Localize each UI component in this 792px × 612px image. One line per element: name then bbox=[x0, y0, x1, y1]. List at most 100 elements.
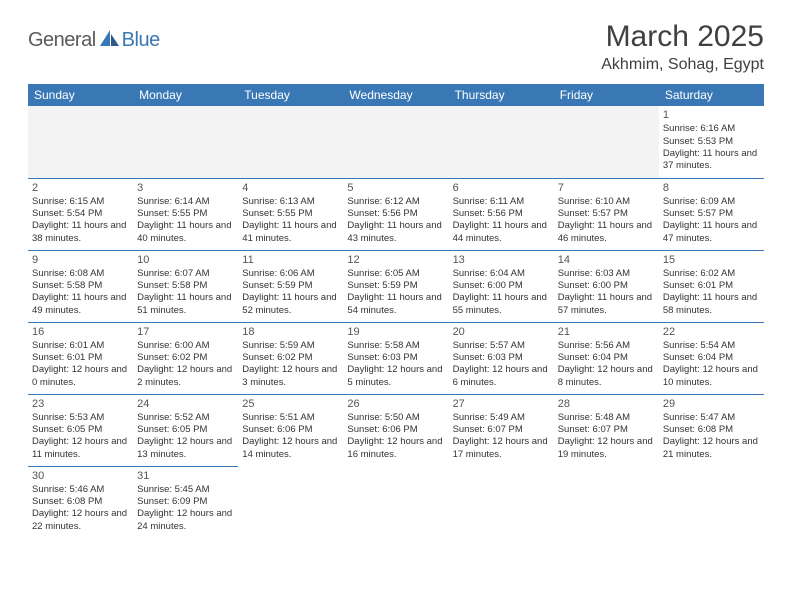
sunset-text: Sunset: 6:01 PM bbox=[663, 280, 760, 292]
sunset-text: Sunset: 6:02 PM bbox=[137, 352, 234, 364]
sunrise-text: Sunrise: 5:59 AM bbox=[242, 340, 339, 352]
sunset-text: Sunset: 6:02 PM bbox=[242, 352, 339, 364]
daylight-text: Daylight: 11 hours and 41 minutes. bbox=[242, 220, 339, 245]
calendar-cell: 28Sunrise: 5:48 AMSunset: 6:07 PMDayligh… bbox=[554, 394, 659, 466]
day-number: 28 bbox=[558, 397, 655, 411]
calendar-row: 23Sunrise: 5:53 AMSunset: 6:05 PMDayligh… bbox=[28, 394, 764, 466]
sunset-text: Sunset: 5:59 PM bbox=[347, 280, 444, 292]
day-number: 22 bbox=[663, 325, 760, 339]
sunrise-text: Sunrise: 6:10 AM bbox=[558, 196, 655, 208]
day-number: 9 bbox=[32, 253, 129, 267]
sunrise-text: Sunrise: 5:45 AM bbox=[137, 484, 234, 496]
sail-icon bbox=[98, 28, 120, 53]
day-number: 17 bbox=[137, 325, 234, 339]
calendar-cell: 5Sunrise: 6:12 AMSunset: 5:56 PMDaylight… bbox=[343, 178, 448, 250]
sunrise-text: Sunrise: 6:00 AM bbox=[137, 340, 234, 352]
sunrise-text: Sunrise: 6:01 AM bbox=[32, 340, 129, 352]
daylight-text: Daylight: 12 hours and 16 minutes. bbox=[347, 436, 444, 461]
calendar-row: 30Sunrise: 5:46 AMSunset: 6:08 PMDayligh… bbox=[28, 466, 764, 538]
calendar-cell: 9Sunrise: 6:08 AMSunset: 5:58 PMDaylight… bbox=[28, 250, 133, 322]
daylight-text: Daylight: 11 hours and 51 minutes. bbox=[137, 292, 234, 317]
daylight-text: Daylight: 11 hours and 46 minutes. bbox=[558, 220, 655, 245]
calendar-cell: 30Sunrise: 5:46 AMSunset: 6:08 PMDayligh… bbox=[28, 466, 133, 538]
sunrise-text: Sunrise: 6:03 AM bbox=[558, 268, 655, 280]
day-number: 5 bbox=[347, 181, 444, 195]
daylight-text: Daylight: 11 hours and 43 minutes. bbox=[347, 220, 444, 245]
day-number: 12 bbox=[347, 253, 444, 267]
daylight-text: Daylight: 12 hours and 3 minutes. bbox=[242, 364, 339, 389]
daylight-text: Daylight: 11 hours and 52 minutes. bbox=[242, 292, 339, 317]
calendar-row: 16Sunrise: 6:01 AMSunset: 6:01 PMDayligh… bbox=[28, 322, 764, 394]
sunset-text: Sunset: 6:07 PM bbox=[453, 424, 550, 436]
header: General Blue March 2025 Akhmim, Sohag, E… bbox=[28, 20, 764, 74]
calendar-cell: 17Sunrise: 6:00 AMSunset: 6:02 PMDayligh… bbox=[133, 322, 238, 394]
sunrise-text: Sunrise: 6:06 AM bbox=[242, 268, 339, 280]
day-header: Monday bbox=[133, 84, 238, 106]
sunrise-text: Sunrise: 5:51 AM bbox=[242, 412, 339, 424]
sunrise-text: Sunrise: 6:16 AM bbox=[663, 123, 760, 135]
daylight-text: Daylight: 12 hours and 11 minutes. bbox=[32, 436, 129, 461]
calendar-cell: 26Sunrise: 5:50 AMSunset: 6:06 PMDayligh… bbox=[343, 394, 448, 466]
sunrise-text: Sunrise: 6:04 AM bbox=[453, 268, 550, 280]
day-header: Thursday bbox=[449, 84, 554, 106]
sunset-text: Sunset: 6:09 PM bbox=[137, 496, 234, 508]
sunrise-text: Sunrise: 6:07 AM bbox=[137, 268, 234, 280]
sunset-text: Sunset: 6:04 PM bbox=[663, 352, 760, 364]
daylight-text: Daylight: 11 hours and 38 minutes. bbox=[32, 220, 129, 245]
daylight-text: Daylight: 12 hours and 24 minutes. bbox=[137, 508, 234, 533]
calendar-cell: 27Sunrise: 5:49 AMSunset: 6:07 PMDayligh… bbox=[449, 394, 554, 466]
day-number: 1 bbox=[663, 108, 760, 122]
logo: General Blue bbox=[28, 20, 160, 53]
daylight-text: Daylight: 12 hours and 5 minutes. bbox=[347, 364, 444, 389]
day-number: 13 bbox=[453, 253, 550, 267]
sunset-text: Sunset: 6:06 PM bbox=[347, 424, 444, 436]
calendar-cell: 8Sunrise: 6:09 AMSunset: 5:57 PMDaylight… bbox=[659, 178, 764, 250]
sunset-text: Sunset: 6:05 PM bbox=[32, 424, 129, 436]
calendar-row: 9Sunrise: 6:08 AMSunset: 5:58 PMDaylight… bbox=[28, 250, 764, 322]
daylight-text: Daylight: 12 hours and 10 minutes. bbox=[663, 364, 760, 389]
day-number: 31 bbox=[137, 469, 234, 483]
day-number: 8 bbox=[663, 181, 760, 195]
title-block: March 2025 Akhmim, Sohag, Egypt bbox=[601, 20, 764, 74]
day-number: 23 bbox=[32, 397, 129, 411]
daylight-text: Daylight: 12 hours and 0 minutes. bbox=[32, 364, 129, 389]
day-number: 3 bbox=[137, 181, 234, 195]
sunrise-text: Sunrise: 5:56 AM bbox=[558, 340, 655, 352]
calendar-row: 2Sunrise: 6:15 AMSunset: 5:54 PMDaylight… bbox=[28, 178, 764, 250]
calendar-cell: 24Sunrise: 5:52 AMSunset: 6:05 PMDayligh… bbox=[133, 394, 238, 466]
sunset-text: Sunset: 6:05 PM bbox=[137, 424, 234, 436]
sunset-text: Sunset: 5:54 PM bbox=[32, 208, 129, 220]
sunrise-text: Sunrise: 6:09 AM bbox=[663, 196, 760, 208]
calendar-cell-blank bbox=[28, 106, 133, 178]
sunrise-text: Sunrise: 5:54 AM bbox=[663, 340, 760, 352]
calendar-cell-blank bbox=[554, 466, 659, 538]
day-number: 29 bbox=[663, 397, 760, 411]
calendar-cell: 13Sunrise: 6:04 AMSunset: 6:00 PMDayligh… bbox=[449, 250, 554, 322]
calendar-cell: 10Sunrise: 6:07 AMSunset: 5:58 PMDayligh… bbox=[133, 250, 238, 322]
day-number: 6 bbox=[453, 181, 550, 195]
day-header: Tuesday bbox=[238, 84, 343, 106]
sunset-text: Sunset: 6:00 PM bbox=[558, 280, 655, 292]
sunset-text: Sunset: 6:00 PM bbox=[453, 280, 550, 292]
sunrise-text: Sunrise: 5:46 AM bbox=[32, 484, 129, 496]
daylight-text: Daylight: 11 hours and 58 minutes. bbox=[663, 292, 760, 317]
calendar-cell: 31Sunrise: 5:45 AMSunset: 6:09 PMDayligh… bbox=[133, 466, 238, 538]
day-number: 7 bbox=[558, 181, 655, 195]
sunrise-text: Sunrise: 6:15 AM bbox=[32, 196, 129, 208]
sunset-text: Sunset: 5:59 PM bbox=[242, 280, 339, 292]
day-number: 16 bbox=[32, 325, 129, 339]
calendar-cell: 1Sunrise: 6:16 AMSunset: 5:53 PMDaylight… bbox=[659, 106, 764, 178]
sunset-text: Sunset: 5:56 PM bbox=[347, 208, 444, 220]
day-number: 4 bbox=[242, 181, 339, 195]
sunrise-text: Sunrise: 6:02 AM bbox=[663, 268, 760, 280]
sunrise-text: Sunrise: 6:11 AM bbox=[453, 196, 550, 208]
sunset-text: Sunset: 5:55 PM bbox=[137, 208, 234, 220]
calendar-cell: 22Sunrise: 5:54 AMSunset: 6:04 PMDayligh… bbox=[659, 322, 764, 394]
calendar-cell-blank bbox=[659, 466, 764, 538]
calendar-cell: 11Sunrise: 6:06 AMSunset: 5:59 PMDayligh… bbox=[238, 250, 343, 322]
day-number: 15 bbox=[663, 253, 760, 267]
calendar-cell: 18Sunrise: 5:59 AMSunset: 6:02 PMDayligh… bbox=[238, 322, 343, 394]
sunset-text: Sunset: 6:06 PM bbox=[242, 424, 339, 436]
sunrise-text: Sunrise: 5:57 AM bbox=[453, 340, 550, 352]
sunset-text: Sunset: 6:08 PM bbox=[32, 496, 129, 508]
